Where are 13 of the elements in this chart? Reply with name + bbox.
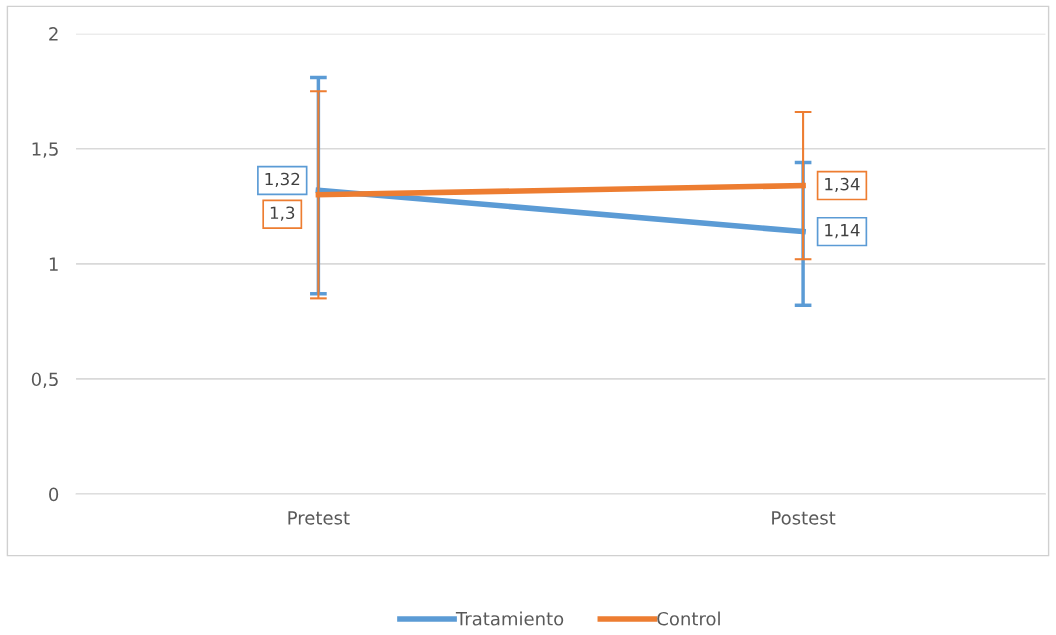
y-tick-label: 1,5 (32, 142, 58, 158)
data-label: 1,3 (270, 206, 295, 221)
legend-label: Control (657, 611, 720, 626)
legend-label: Tratamiento (455, 611, 564, 626)
y-tick-label: 0 (49, 487, 59, 502)
y-tick-label: 2 (49, 27, 58, 41)
y-tick-label: 1 (49, 257, 58, 271)
x-tick-label: Postest (772, 511, 836, 525)
data-label: 1,32 (265, 172, 300, 187)
x-tick-label: Pretest (288, 511, 350, 525)
data-label: 1,14 (825, 224, 860, 239)
y-tick-label: 0,5 (31, 372, 58, 388)
data-label: 1,34 (825, 177, 860, 193)
